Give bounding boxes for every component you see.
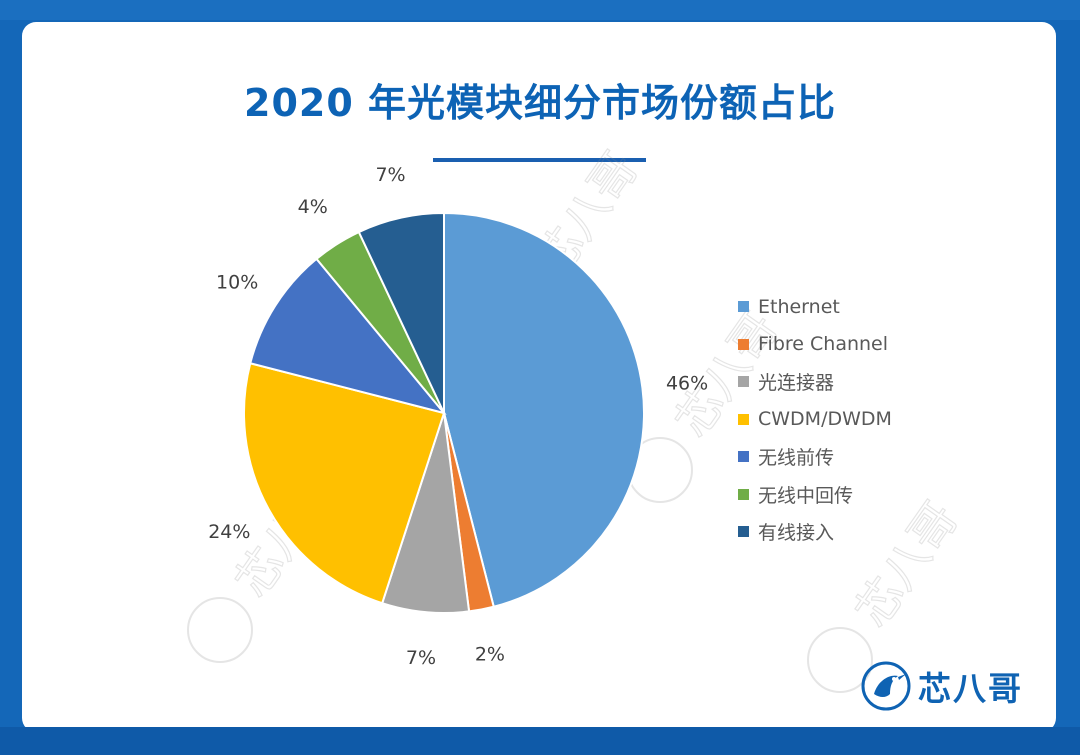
legend-item-5: 无线前传: [738, 438, 892, 476]
legend-item-3: 光连接器: [738, 363, 892, 401]
data-label-6: 4%: [298, 196, 328, 218]
page-title: 2020 年光模块细分市场份额占比: [244, 81, 836, 125]
legend-label: Fibre Channel: [758, 333, 889, 356]
pie-slice-4: [243, 362, 446, 605]
data-label-7: 7%: [375, 164, 405, 186]
pie-slices: [243, 211, 645, 614]
logo-text: 芯八哥: [918, 669, 1023, 708]
brand-logo: 芯八哥: [860, 660, 1023, 712]
legend-label: Ethernet: [758, 295, 840, 318]
data-label-1: 46%: [666, 372, 708, 394]
pie-slice-1: [443, 211, 645, 608]
legend-item-4: CWDM/DWDM: [738, 401, 892, 439]
title-underline: [433, 158, 646, 162]
legend-item-1: Ethernet: [738, 288, 892, 326]
pie-slice-5: [249, 257, 447, 415]
legend-swatch: [738, 301, 749, 313]
legend-item-7: 有线接入: [738, 513, 892, 551]
bottom-frame: [0, 727, 1080, 755]
kingfisher-bird-icon: [861, 661, 911, 711]
legend-label: 光连接器: [758, 372, 835, 395]
data-label-3: 7%: [406, 647, 436, 669]
pie-data-labels: 46% 2% 7% 24% 10% 4% 7%: [208, 164, 708, 669]
data-label-5: 10%: [216, 272, 258, 294]
legend-swatch: [738, 376, 749, 388]
legend-swatch: [738, 451, 749, 463]
legend-swatch: [738, 413, 749, 425]
legend-swatch: [738, 488, 749, 500]
data-label-2: 2%: [475, 644, 505, 666]
legend-item-2: Fibre Channel: [738, 326, 892, 364]
legend-swatch: [738, 338, 749, 350]
chart-legend: Ethernet Fibre Channel 光连接器 CWDM/DWDM 无线前传无线…: [738, 288, 892, 551]
top-frame: [0, 0, 1080, 20]
legend-swatch: [738, 526, 749, 538]
legend-label: 无线中回传: [758, 484, 854, 507]
legend-label: 有线接入: [758, 522, 835, 545]
data-label-4: 24%: [208, 521, 250, 543]
legend-label: 无线前传: [758, 447, 835, 470]
pie-slice-7: [357, 211, 445, 414]
legend-item-6: 无线中回传: [738, 476, 892, 514]
legend-label: CWDM/DWDM: [758, 408, 892, 431]
